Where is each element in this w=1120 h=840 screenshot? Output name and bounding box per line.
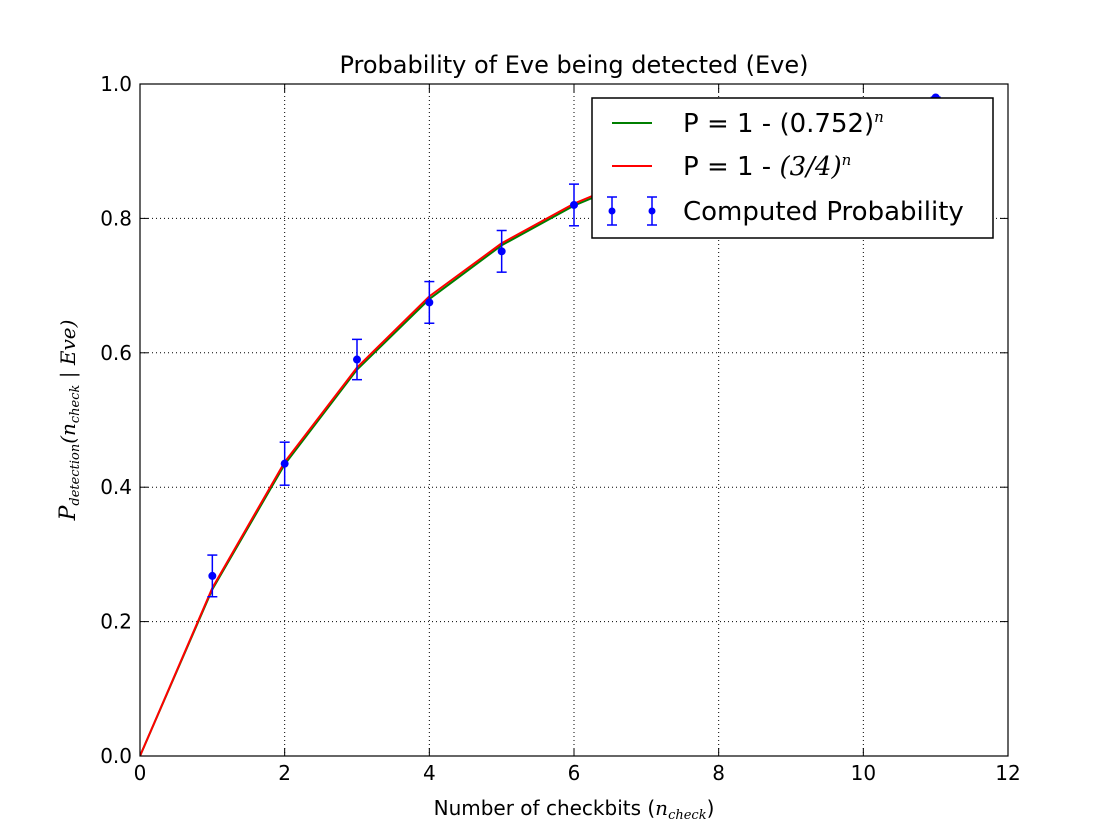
- y-axis-label-paren: (: [56, 435, 80, 444]
- data-point-marker: [497, 247, 506, 256]
- x-tick-label: 2: [278, 761, 291, 785]
- errorbar-point: [424, 280, 435, 324]
- errorbar-point: [207, 554, 218, 598]
- data-point-marker: [570, 200, 578, 209]
- errorbar-point: [496, 229, 507, 273]
- errorbar-layer: [207, 93, 941, 598]
- x-axis-label-suffix: ): [707, 796, 715, 820]
- x-axis-label: Number of checkbits (ncheck): [434, 796, 715, 823]
- legend-box: [591, 97, 994, 239]
- y-axis-label-rest: | Eve): [56, 320, 81, 385]
- y-tick-label: 0.6: [100, 341, 132, 365]
- x-tick-label: 0: [134, 761, 147, 785]
- legend-swatch-errorbar: [607, 196, 657, 226]
- ticks: [139, 83, 1009, 757]
- legend-entry-green: P = 1 - (0.752)n: [683, 108, 884, 139]
- x-axis-label-var: n: [655, 796, 668, 820]
- y-tick-label: 0.0: [100, 744, 132, 768]
- data-point-marker: [425, 298, 434, 307]
- y-axis-label-var2: n: [56, 423, 80, 436]
- x-axis-label-sub: check: [668, 808, 707, 823]
- data-point-marker: [208, 571, 217, 580]
- y-tick-label: 0.2: [100, 610, 132, 634]
- y-axis-label: Pdetection(ncheck | Eve): [56, 320, 83, 522]
- chart-title: Probability of Eve being detected (Eve): [339, 51, 808, 79]
- data-point-marker: [280, 459, 289, 468]
- y-axis-label-var: P: [56, 504, 81, 521]
- x-tick-label: 8: [712, 761, 725, 785]
- legend: P = 1 - (0.752)n P = 1 - (3/4)n Computed…: [591, 97, 994, 239]
- legend-errorbar-marker: [648, 207, 656, 215]
- y-tick-label: 0.8: [100, 206, 132, 230]
- tick-labels: 0 2 4 6 8 10 12 0.0 0.2 0.4 0.6 0.8 1.0: [100, 72, 1021, 785]
- y-axis-label-sub2: check: [68, 384, 83, 423]
- x-tick-label: 6: [568, 761, 581, 785]
- legend-entry-computed: Computed Probability: [683, 197, 964, 227]
- x-tick-label: 10: [851, 761, 876, 785]
- legend-errorbar-marker: [608, 207, 616, 215]
- errorbar-point: [352, 338, 362, 381]
- errorbar-point: [279, 441, 290, 486]
- data-point-marker: [353, 355, 361, 364]
- x-tick-label: 4: [423, 761, 436, 785]
- x-axis-label-prefix: Number of checkbits (: [434, 796, 656, 820]
- errorbar-point: [569, 183, 579, 227]
- legend-entry-red: P = 1 - (3/4)n: [683, 151, 851, 182]
- x-tick-label: 12: [995, 761, 1020, 785]
- y-tick-label: 0.4: [100, 475, 132, 499]
- y-axis-label-sub: detection: [68, 444, 83, 506]
- y-tick-label: 1.0: [100, 72, 132, 96]
